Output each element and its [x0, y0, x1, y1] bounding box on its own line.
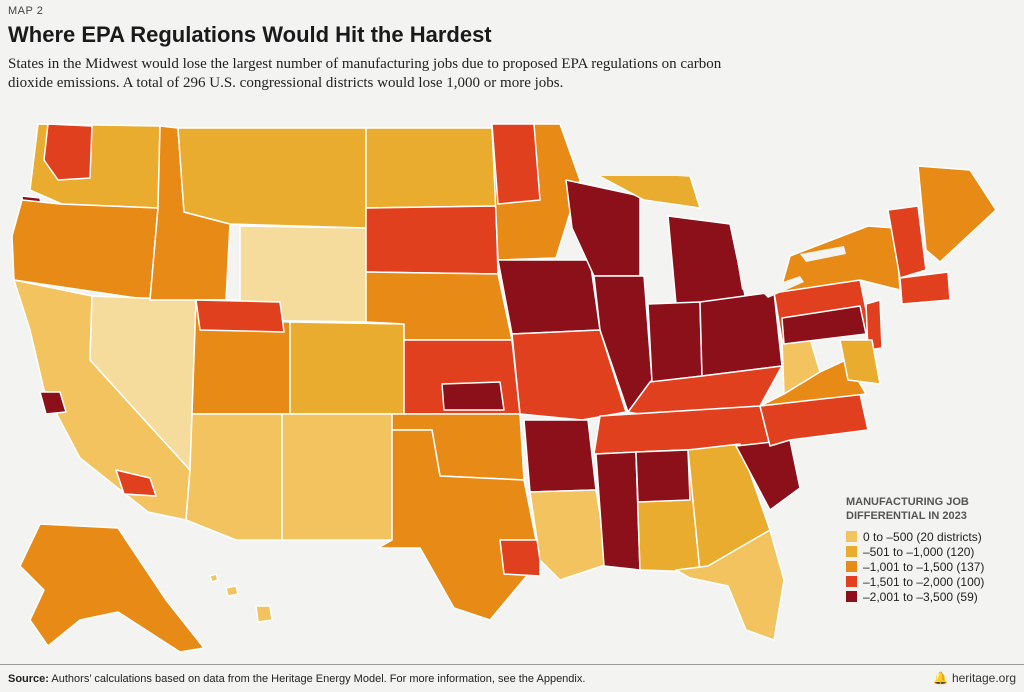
state-arkansas [523, 419, 597, 493]
state-iowa [497, 259, 601, 335]
state-maryland-de [839, 339, 881, 385]
legend-item: 0 to –500 (20 districts) [846, 529, 1016, 544]
state-maine [917, 165, 997, 263]
state-vermont-nh [887, 205, 927, 279]
source-label: Source: [8, 673, 49, 685]
state-arizona [185, 413, 283, 541]
legend: MANUFACTURING JOB DIFFERENTIAL IN 2023 0… [846, 495, 1016, 604]
lake-michigan [646, 210, 668, 302]
lake-ontario [800, 246, 846, 262]
legend-label: –2,001 to –3,500 (59) [863, 589, 978, 604]
lake-superior [586, 166, 690, 176]
district-minnesota-north [491, 123, 541, 205]
map-kicker: MAP 2 [8, 5, 44, 17]
legend-label: –1,001 to –1,500 (137) [863, 559, 985, 574]
district-houston [499, 539, 541, 577]
district-salt-lake [195, 299, 285, 333]
state-massachusetts-ct [899, 271, 951, 305]
us-district-map [11, 123, 997, 653]
map-title: Where EPA Regulations Would Hit the Hard… [8, 22, 492, 47]
brand-url[interactable]: heritage.org [951, 671, 1016, 685]
district-los-angeles [115, 469, 157, 497]
state-ohio [699, 291, 783, 377]
state-alaska [19, 523, 205, 653]
source-note: Source: Authors’ calculations based on d… [8, 673, 585, 685]
legend-item: –1,001 to –1,500 (137) [846, 559, 1016, 574]
state-north-dakota [365, 127, 497, 209]
legend-swatch [846, 531, 857, 542]
footer-divider [0, 664, 1024, 665]
state-colorado [289, 321, 405, 415]
legend-item: –2,001 to –3,500 (59) [846, 589, 1016, 604]
legend-swatch [846, 576, 857, 587]
source-text: Authors’ calculations based on data from… [51, 673, 586, 685]
state-hawaii-3 [255, 605, 273, 623]
legend-swatch [846, 561, 857, 572]
district-kansas-4 [441, 381, 505, 411]
state-hawaii-2 [225, 585, 239, 597]
legend-label: –1,501 to –2,000 (100) [863, 574, 985, 589]
legend-item: –1,501 to –2,000 (100) [846, 574, 1016, 589]
legend-swatch [846, 591, 857, 602]
state-new-jersey [865, 299, 883, 351]
state-south-dakota [365, 205, 499, 275]
state-florida [675, 529, 785, 641]
state-indiana [647, 301, 703, 383]
map-subtitle: States in the Midwest would lose the lar… [8, 56, 722, 91]
legend-item: –501 to –1,000 (120) [846, 544, 1016, 559]
legend-title: MANUFACTURING JOB DIFFERENTIAL IN 2023 [846, 496, 969, 522]
legend-swatch [846, 546, 857, 557]
state-hawaii-1 [209, 573, 219, 583]
lake-huron [732, 222, 752, 290]
lake-erie [760, 276, 804, 298]
brand[interactable]: 🔔 heritage.org [933, 671, 1016, 685]
district-alabama-north [635, 449, 691, 503]
legend-label: –501 to –1,000 (120) [863, 544, 975, 559]
state-louisiana [529, 489, 609, 581]
state-montana [177, 127, 367, 229]
liberty-bell-icon: 🔔 [933, 671, 948, 685]
district-seattle [43, 123, 93, 181]
legend-label: 0 to –500 (20 districts) [863, 529, 982, 544]
state-new-mexico [281, 413, 393, 541]
district-bay-area [39, 391, 67, 415]
state-mississippi [595, 451, 641, 571]
district-pennsylvania-south [781, 305, 867, 345]
state-texas [377, 429, 541, 621]
